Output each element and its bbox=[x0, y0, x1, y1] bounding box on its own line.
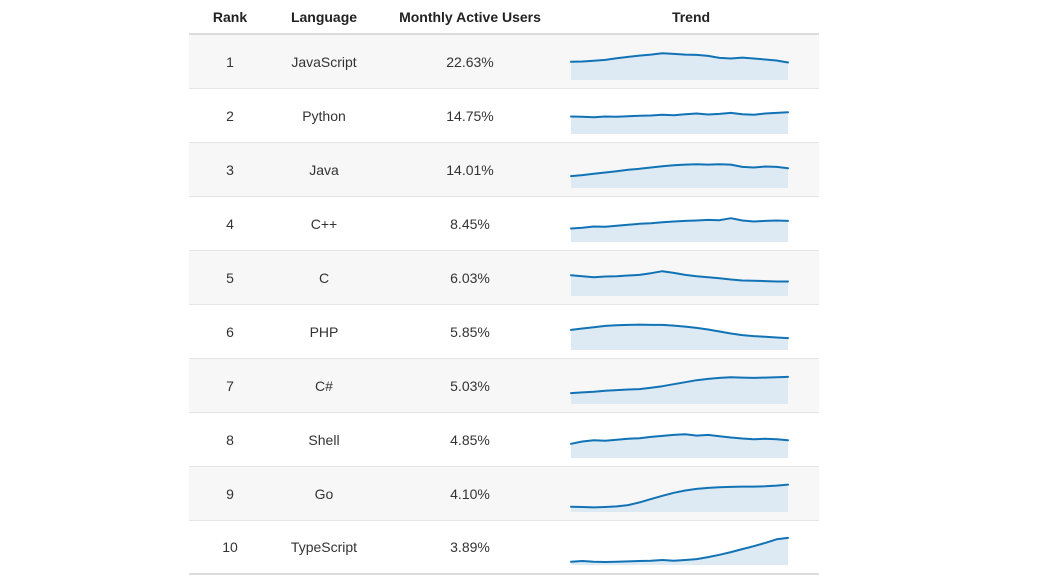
table-row: 3 Java 14.01% bbox=[189, 143, 819, 197]
sparkline-line bbox=[570, 162, 789, 177]
trend-sparkline bbox=[570, 269, 789, 296]
sparkline-line bbox=[570, 536, 789, 563]
trend-sparkline bbox=[570, 483, 789, 512]
mau-cell: 4.10% bbox=[450, 485, 490, 502]
sparkline-line bbox=[570, 483, 789, 508]
sparkline-area bbox=[571, 163, 788, 188]
mau-cell: 6.03% bbox=[450, 269, 490, 286]
column-header-trend: Trend bbox=[671, 8, 711, 25]
trend-sparkline bbox=[570, 375, 789, 404]
table-header-row: Rank Language Monthly Active Users Trend bbox=[189, 0, 819, 35]
sparkline-line bbox=[570, 51, 789, 63]
language-cell: PHP bbox=[309, 323, 339, 340]
sparkline-area bbox=[571, 52, 788, 80]
language-cell: Shell bbox=[308, 431, 340, 448]
sparkline-area bbox=[571, 111, 788, 134]
trend-cell bbox=[563, 251, 819, 304]
mau-cell: 5.85% bbox=[450, 323, 490, 340]
trend-cell bbox=[563, 305, 819, 358]
trend-cell bbox=[563, 143, 819, 196]
rank-cell: 3 bbox=[226, 161, 234, 178]
language-cell: JavaScript bbox=[291, 53, 357, 70]
mau-cell: 14.75% bbox=[446, 107, 494, 124]
trend-cell bbox=[563, 521, 819, 573]
table-body: 1 JavaScript 22.63% 2 Python 14.75% 3 Ja… bbox=[189, 35, 819, 575]
table-row: 1 JavaScript 22.63% bbox=[189, 35, 819, 89]
sparkline-line bbox=[570, 432, 789, 445]
sparkline-line bbox=[570, 375, 789, 394]
sparkline-line bbox=[570, 323, 789, 339]
sparkline-area bbox=[571, 484, 788, 512]
trend-cell bbox=[563, 35, 819, 88]
trend-sparkline bbox=[570, 51, 789, 80]
rank-cell: 6 bbox=[226, 323, 234, 340]
trend-sparkline bbox=[570, 110, 789, 134]
mau-cell: 3.89% bbox=[450, 539, 490, 555]
column-header-monthly-active-users: Monthly Active Users bbox=[399, 8, 541, 25]
mau-cell: 5.03% bbox=[450, 377, 490, 394]
mau-cell: 4.85% bbox=[450, 431, 490, 448]
sparkline-line bbox=[570, 269, 789, 282]
sparkline-area bbox=[571, 537, 788, 565]
sparkline-line bbox=[570, 216, 789, 229]
language-ranking-table: Rank Language Monthly Active Users Trend… bbox=[189, 0, 819, 575]
language-cell: C# bbox=[315, 377, 333, 394]
language-cell: Java bbox=[309, 161, 339, 178]
mau-cell: 14.01% bbox=[446, 161, 494, 178]
trend-cell bbox=[563, 197, 819, 250]
language-cell: C bbox=[318, 269, 330, 286]
rank-cell: 8 bbox=[226, 431, 234, 448]
trend-cell bbox=[563, 467, 819, 520]
mau-cell: 22.63% bbox=[446, 53, 494, 70]
table-row: 7 C# 5.03% bbox=[189, 359, 819, 413]
table-row: 8 Shell 4.85% bbox=[189, 413, 819, 467]
language-cell: Python bbox=[302, 107, 346, 124]
column-header-rank: Rank bbox=[212, 8, 248, 25]
rank-cell: 7 bbox=[226, 377, 234, 394]
sparkline-area bbox=[571, 270, 788, 296]
language-cell: Go bbox=[314, 485, 334, 502]
table-row: 10 TypeScript 3.89% bbox=[189, 521, 819, 575]
trend-cell bbox=[563, 89, 819, 142]
rank-cell: 2 bbox=[226, 107, 234, 124]
trend-sparkline bbox=[570, 536, 789, 565]
sparkline-area bbox=[571, 324, 788, 350]
rank-cell: 1 bbox=[226, 53, 234, 70]
language-cell: C++ bbox=[310, 215, 338, 232]
trend-sparkline bbox=[570, 216, 789, 242]
sparkline-area bbox=[571, 433, 788, 458]
language-cell: TypeScript bbox=[290, 539, 358, 555]
column-header-language: Language bbox=[290, 8, 358, 25]
trend-sparkline bbox=[570, 432, 789, 458]
sparkline-area bbox=[571, 376, 788, 404]
trend-sparkline bbox=[570, 162, 789, 188]
table-row: 9 Go 4.10% bbox=[189, 467, 819, 521]
trend-cell bbox=[563, 359, 819, 412]
rank-cell: 9 bbox=[226, 485, 234, 502]
sparkline-line bbox=[570, 110, 789, 118]
rank-cell: 4 bbox=[226, 215, 234, 232]
table-row: 4 C++ 8.45% bbox=[189, 197, 819, 251]
sparkline-area bbox=[571, 217, 788, 242]
mau-cell: 8.45% bbox=[450, 215, 490, 232]
trend-sparkline bbox=[570, 323, 789, 350]
table-row: 2 Python 14.75% bbox=[189, 89, 819, 143]
table-row: 6 PHP 5.85% bbox=[189, 305, 819, 359]
table-row: 5 C 6.03% bbox=[189, 251, 819, 305]
rank-cell: 5 bbox=[226, 269, 234, 286]
rank-cell: 10 bbox=[222, 539, 238, 555]
trend-cell bbox=[563, 413, 819, 466]
